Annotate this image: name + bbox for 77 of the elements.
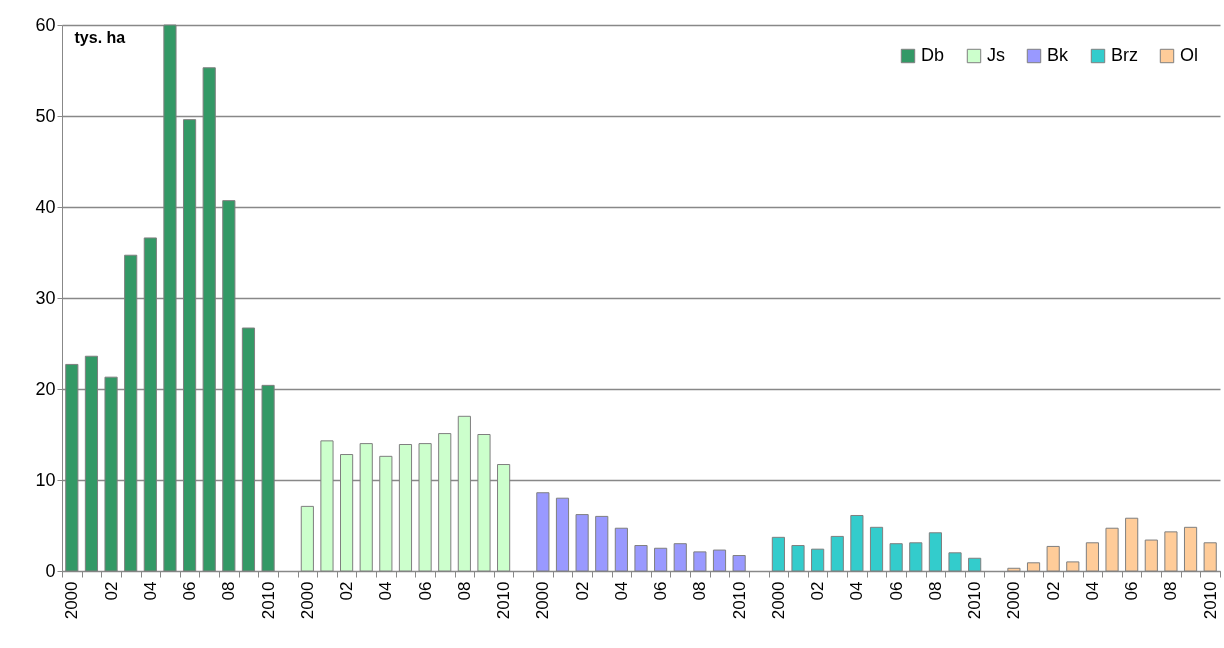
x-tick-label: 02 [101,581,121,601]
x-tick-label: 2000 [1004,581,1024,620]
x-tick-label: 08 [219,581,239,601]
y-tick-label: 0 [45,560,56,581]
x-tick-label: 02 [572,581,592,601]
bar [948,552,962,572]
x-tick-label: 2000 [297,581,317,620]
y-axis-title: tys. ha [74,28,126,46]
x-tick-label: 2010 [965,581,985,620]
bar [1144,539,1158,572]
x-tick-label: 04 [847,581,867,601]
y-tick-label: 60 [35,14,56,35]
x-tick-label: 04 [376,581,396,601]
legend-label: Db [921,45,945,65]
x-tick-label: 2010 [1200,581,1220,620]
x-tick-label: 04 [1082,581,1102,601]
bar [791,545,805,572]
y-tick-label: 30 [35,287,56,308]
bar [1183,526,1198,572]
bar [673,543,687,572]
x-tick-label: 08 [454,581,474,601]
x-tick-label: 2010 [258,581,278,620]
bar [654,547,668,572]
y-tick-label: 10 [35,469,56,490]
x-tick-label: 02 [337,581,357,601]
x-tick-label: 02 [808,581,828,601]
x-tick-label: 2010 [729,581,749,620]
y-tick-label: 50 [35,105,56,126]
bar [555,497,570,572]
legend-label: Js [987,45,1005,65]
x-tick-label: 08 [925,581,945,601]
bar [909,542,923,572]
x-tick-label: 08 [1161,581,1181,601]
y-tick-label: 40 [35,196,56,217]
x-tick-label: 02 [1043,581,1063,601]
bar [850,514,864,572]
y-tick-label: 20 [35,378,56,399]
x-tick-label: 2000 [62,581,82,620]
x-tick-label: 04 [140,581,160,601]
bar [1026,562,1041,572]
x-tick-label: 08 [690,581,710,601]
bar [968,557,982,572]
bar [1007,567,1021,572]
bar [1066,561,1080,572]
bar [830,535,844,572]
legend-label: Brz [1111,45,1138,65]
x-tick-label: 06 [886,581,906,601]
bar [771,536,785,572]
x-tick-label: 2000 [533,581,553,620]
bar [732,555,746,572]
bar [811,548,825,572]
bar [536,492,550,572]
x-tick-label: 06 [651,581,671,601]
bar [928,532,942,572]
bar [614,527,628,572]
bar [1105,527,1119,572]
bar [575,514,589,572]
bar [1125,517,1139,572]
bar [1046,545,1060,572]
bar [869,526,884,572]
x-tick-label: 06 [180,581,200,601]
legend-label: Ol [1180,45,1198,65]
x-tick-label: 2010 [494,581,514,620]
x-tick-label: 2000 [768,581,788,620]
x-tick-label: 04 [611,581,631,601]
bar [634,545,648,572]
bar [693,551,707,572]
bar [1085,542,1100,572]
bar [1164,531,1178,572]
bar [1203,542,1217,572]
bar [889,543,903,572]
bar [300,505,314,572]
legend-label: Bk [1047,45,1070,65]
x-tick-label: 06 [1122,581,1142,601]
x-tick-label: 06 [415,581,435,601]
bar [595,515,609,572]
bar [712,549,727,572]
